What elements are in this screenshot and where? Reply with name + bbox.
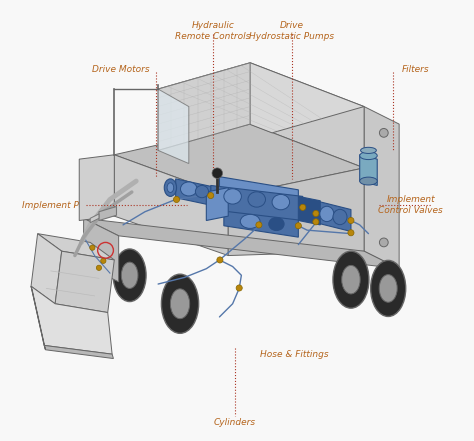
Text: Implement
Control Valves: Implement Control Valves [378,195,443,215]
Polygon shape [158,63,250,150]
Ellipse shape [121,262,138,288]
Polygon shape [55,251,114,313]
Polygon shape [250,63,364,168]
Circle shape [379,238,388,247]
Ellipse shape [360,177,377,185]
Polygon shape [99,206,117,220]
Circle shape [295,223,301,229]
Text: Cylinders: Cylinders [214,419,256,427]
Polygon shape [228,168,364,255]
Polygon shape [316,201,351,232]
Ellipse shape [224,189,241,204]
Text: Hydraulic
Remote Controls: Hydraulic Remote Controls [175,21,251,41]
Polygon shape [37,234,114,260]
Circle shape [256,222,262,228]
Circle shape [212,168,222,179]
Polygon shape [360,155,377,186]
Circle shape [300,204,306,210]
Circle shape [236,285,242,291]
Circle shape [173,196,180,202]
Ellipse shape [272,194,290,210]
Polygon shape [44,345,113,359]
Polygon shape [219,177,298,212]
Polygon shape [211,186,303,220]
Circle shape [217,257,223,263]
Ellipse shape [333,209,347,224]
Ellipse shape [164,179,176,196]
Circle shape [90,245,95,250]
Ellipse shape [181,182,197,196]
Text: Drive
Hydrostatic Pumps: Drive Hydrostatic Pumps [249,21,334,41]
Polygon shape [114,124,364,196]
Circle shape [96,265,101,270]
Polygon shape [31,234,62,304]
Text: Hose & Fittings: Hose & Fittings [260,350,328,359]
Circle shape [313,219,319,225]
Polygon shape [176,179,211,205]
Ellipse shape [269,217,284,231]
Ellipse shape [167,183,173,192]
Polygon shape [83,218,399,269]
Polygon shape [31,286,112,354]
Polygon shape [224,205,298,237]
Polygon shape [364,107,399,269]
Ellipse shape [162,274,199,333]
Ellipse shape [342,265,360,294]
Ellipse shape [320,206,334,221]
Circle shape [313,210,319,217]
Polygon shape [206,187,228,220]
Polygon shape [114,155,228,255]
Ellipse shape [379,275,397,302]
Text: Filters: Filters [401,65,429,74]
Ellipse shape [333,251,369,308]
Polygon shape [79,155,114,220]
Polygon shape [158,63,364,133]
Ellipse shape [170,289,190,319]
Ellipse shape [195,186,209,198]
Polygon shape [31,286,46,350]
Ellipse shape [113,249,146,302]
Polygon shape [83,218,118,282]
Circle shape [348,217,354,224]
Ellipse shape [371,260,406,317]
Ellipse shape [248,192,265,207]
Polygon shape [298,196,320,225]
Ellipse shape [361,147,376,153]
Ellipse shape [360,152,377,160]
Ellipse shape [240,214,260,228]
Circle shape [208,192,214,198]
Text: Implement Pumps: Implement Pumps [22,201,104,209]
Circle shape [100,258,106,263]
Circle shape [348,230,354,236]
Text: Drive Motors: Drive Motors [92,65,149,74]
Polygon shape [158,89,189,164]
Polygon shape [90,214,99,223]
Circle shape [379,128,388,137]
